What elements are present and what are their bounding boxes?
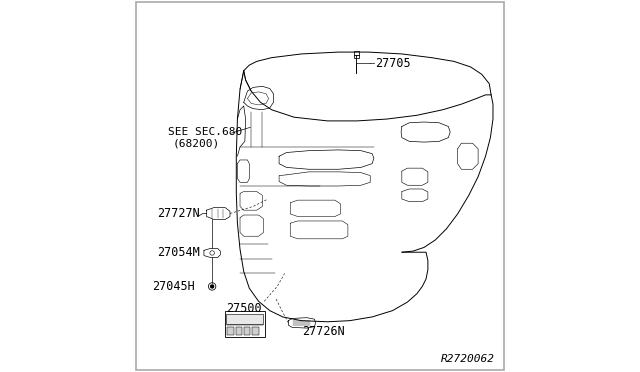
Circle shape [209,283,216,290]
Text: (68200): (68200) [173,138,220,148]
Text: 27500: 27500 [227,302,262,314]
Circle shape [211,285,214,288]
Text: SEE SEC.680: SEE SEC.680 [168,127,243,137]
Text: 27054M: 27054M [157,247,200,259]
FancyBboxPatch shape [244,327,250,335]
FancyBboxPatch shape [225,311,264,337]
FancyBboxPatch shape [236,327,243,335]
Text: 27727N: 27727N [157,207,200,220]
Circle shape [210,251,214,255]
FancyBboxPatch shape [354,51,358,58]
Text: 27705: 27705 [375,57,411,70]
Text: R2720062: R2720062 [441,354,495,364]
FancyBboxPatch shape [252,327,259,335]
FancyBboxPatch shape [227,327,234,335]
FancyBboxPatch shape [227,314,263,324]
Text: 27726N: 27726N [302,326,345,338]
Text: 27045H: 27045H [152,280,195,293]
